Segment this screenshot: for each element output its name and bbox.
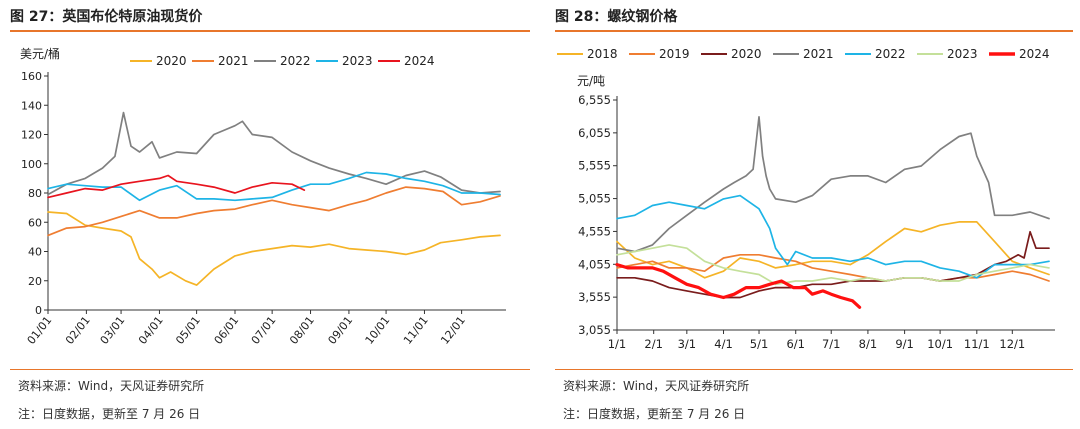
y-tick-label: 6,055 bbox=[578, 126, 611, 140]
legend-label: 2023 bbox=[947, 47, 978, 61]
legend-label: 2020 bbox=[156, 54, 187, 68]
y-tick-label: 160 bbox=[21, 70, 42, 83]
series-line-2024 bbox=[615, 263, 862, 309]
x-tick-label: 01/01 bbox=[25, 314, 55, 347]
x-tick-label: 03/01 bbox=[98, 314, 128, 347]
y-tick-label: 5,055 bbox=[578, 192, 611, 206]
x-tick-label: 11/01 bbox=[401, 314, 431, 347]
y-axis-label: 美元/桶 bbox=[20, 46, 60, 61]
y-tick-label: 40 bbox=[28, 246, 42, 259]
legend-label: 2022 bbox=[875, 47, 906, 61]
y-axis-label: 元/吨 bbox=[577, 74, 605, 88]
x-tick-label: 10/01 bbox=[363, 314, 393, 347]
legend-label: 2018 bbox=[587, 47, 618, 61]
legend-label: 2024 bbox=[404, 54, 435, 68]
x-tick-label: 2/1 bbox=[644, 337, 663, 351]
series-line-2023 bbox=[616, 244, 1050, 286]
y-tick-label: 3,055 bbox=[578, 323, 611, 337]
legend-label: 2023 bbox=[342, 54, 373, 68]
x-tick-label: 07/01 bbox=[249, 314, 279, 347]
y-tick-label: 140 bbox=[21, 99, 42, 112]
legend-label: 2021 bbox=[218, 54, 249, 68]
x-tick-label: 9/1 bbox=[895, 337, 914, 351]
x-tick-label: 8/1 bbox=[859, 337, 878, 351]
series-line-2022 bbox=[47, 111, 501, 196]
y-tick-label: 20 bbox=[28, 275, 42, 288]
x-tick-label: 12/01 bbox=[438, 314, 468, 347]
source-divider bbox=[555, 369, 1073, 370]
x-tick-label: 11/1 bbox=[964, 337, 990, 351]
x-tick-label: 6/1 bbox=[786, 337, 805, 351]
x-tick-label: 06/01 bbox=[212, 314, 242, 347]
source-note: 资料来源：Wind，天风证券研究所 bbox=[18, 379, 205, 393]
x-tick-label: 02/01 bbox=[63, 314, 93, 347]
y-tick-label: 4,555 bbox=[578, 224, 611, 238]
x-tick-label: 5/1 bbox=[750, 337, 769, 351]
series-line-2023 bbox=[47, 171, 501, 202]
y-tick-label: 3,555 bbox=[578, 290, 611, 304]
series-line-2021 bbox=[47, 186, 501, 237]
y-tick-label: 0 bbox=[35, 304, 42, 317]
y-tick-label: 100 bbox=[21, 158, 42, 171]
legend-label: 2019 bbox=[659, 47, 690, 61]
legend-label: 2022 bbox=[280, 54, 311, 68]
title-divider bbox=[555, 30, 1073, 32]
x-tick-label: 1/1 bbox=[608, 337, 627, 351]
brent-panel: 图 27：英国布伦特原油现货价 美元/桶 2020 2021 2022 2023 2024… bbox=[10, 0, 530, 429]
x-tick-label: 05/01 bbox=[173, 314, 203, 347]
rebar-chart: 元/吨 2018 2019 2020 2021 2022 2023 2024 3,055 3,55… bbox=[557, 47, 1055, 351]
series-line-2020 bbox=[47, 211, 501, 286]
chart-title: 图 28：螺纹钢价格 bbox=[555, 9, 678, 25]
series-line-2020 bbox=[616, 230, 1050, 299]
footnote: 注：日度数据，更新至 7 月 26 日 bbox=[18, 407, 201, 421]
y-tick-label: 6,555 bbox=[578, 93, 611, 107]
chart-title: 图 27：英国布伦特原油现货价 bbox=[10, 9, 203, 25]
brent-chart: 美元/桶 2020 2021 2022 2023 2024 0 20 40 60 80 100 120 1… bbox=[20, 46, 506, 347]
x-tick-label: 7/1 bbox=[822, 337, 841, 351]
y-tick-label: 60 bbox=[28, 216, 42, 229]
footnote: 注：日度数据，更新至 7 月 26 日 bbox=[563, 407, 746, 421]
series-line-2022 bbox=[616, 194, 1050, 279]
source-divider bbox=[10, 369, 530, 370]
series-line-2024 bbox=[47, 174, 306, 199]
legend-label: 2021 bbox=[803, 47, 834, 61]
x-tick-label: 3/1 bbox=[678, 337, 697, 351]
x-tick-label: 10/1 bbox=[927, 337, 953, 351]
x-tick-label: 08/01 bbox=[287, 314, 317, 347]
legend-label: 2020 bbox=[731, 47, 762, 61]
title-divider bbox=[10, 30, 530, 32]
y-tick-label: 80 bbox=[28, 187, 42, 200]
x-tick-label: 04/01 bbox=[136, 314, 166, 347]
y-tick-label: 120 bbox=[21, 129, 42, 142]
rebar-panel: 图 28：螺纹钢价格 元/吨 2018 2019 2020 2021 2022 2023 20… bbox=[555, 0, 1073, 429]
x-tick-label: 09/01 bbox=[326, 314, 356, 347]
y-tick-label: 5,555 bbox=[578, 159, 611, 173]
x-tick-label: 12/1 bbox=[999, 337, 1025, 351]
series-line-2021 bbox=[616, 115, 1050, 253]
source-note: 资料来源：Wind，天风证券研究所 bbox=[563, 379, 750, 393]
legend-label: 2024 bbox=[1019, 47, 1050, 61]
y-tick-label: 4,055 bbox=[578, 257, 611, 271]
x-tick-label: 4/1 bbox=[714, 337, 733, 351]
